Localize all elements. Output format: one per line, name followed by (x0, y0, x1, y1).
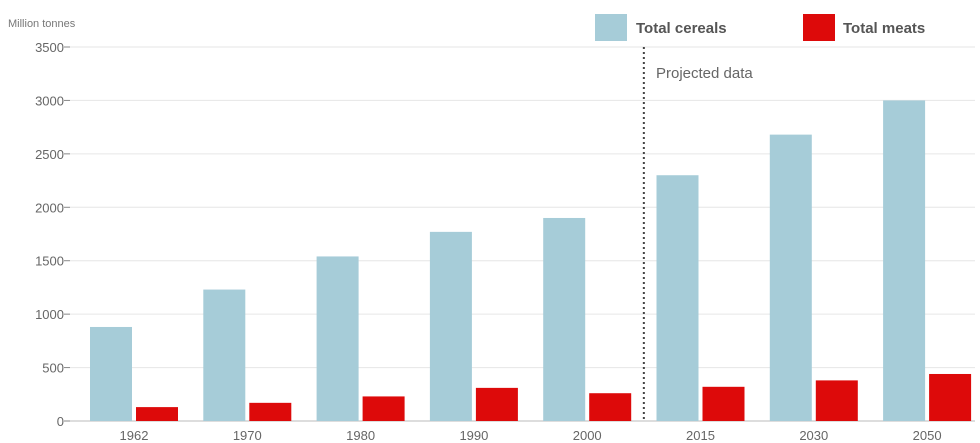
x-tick-label: 2015 (686, 428, 715, 443)
x-tick-label: 1962 (120, 428, 149, 443)
y-tick-label: 500 (42, 361, 64, 376)
x-tick-label: 2000 (573, 428, 602, 443)
legend-swatch-meats (803, 14, 835, 41)
legend-label-cereals: Total cereals (636, 20, 727, 37)
bar-meats-2030 (815, 380, 858, 421)
bar-cereals-2030 (769, 134, 812, 421)
x-tick-label: 1990 (459, 428, 488, 443)
y-tick-label: 3000 (35, 93, 64, 108)
y-tick-label: 1000 (35, 307, 64, 322)
bar-meats-1980 (362, 396, 405, 421)
bar-cereals-2050 (883, 100, 926, 421)
bar-cereals-2000 (543, 217, 586, 421)
y-axis: 0 500 1000 1500 2000 2500 3000 3500 (35, 40, 975, 429)
bar-cereals-1970 (203, 289, 246, 421)
y-tick-label: 3500 (35, 40, 64, 55)
x-tick-label: 1980 (346, 428, 375, 443)
bars (90, 100, 972, 421)
y-axis-label: Million tonnes (8, 18, 76, 30)
bar-meats-1962 (136, 407, 178, 421)
y-tick-label: 2500 (35, 147, 64, 162)
bar-cereals-1990 (429, 231, 472, 421)
x-tick-label: 1970 (233, 428, 262, 443)
bar-cereals-2015 (656, 175, 699, 421)
x-axis: 1962 1970 1980 1990 2000 2015 2030 2050 (120, 428, 942, 443)
y-tick-label: 1500 (35, 254, 64, 269)
legend-label-meats: Total meats (843, 20, 925, 37)
bar-meats-1970 (249, 402, 292, 421)
x-tick-label: 2030 (799, 428, 828, 443)
legend-swatch-cereals (595, 14, 627, 41)
bar-meats-1990 (475, 387, 518, 421)
bar-cereals-1980 (316, 256, 359, 421)
bar-meats-2000 (589, 393, 632, 421)
x-tick-label: 2050 (913, 428, 942, 443)
bar-cereals-1962 (90, 326, 132, 421)
y-tick-label: 0 (57, 414, 64, 429)
bar-meats-2015 (702, 386, 745, 421)
projected-data-label: Projected data (656, 65, 753, 82)
bar-meats-2050 (929, 373, 972, 421)
y-tick-label: 2000 (35, 200, 64, 215)
legend: Total cereals Total meats (595, 14, 925, 41)
